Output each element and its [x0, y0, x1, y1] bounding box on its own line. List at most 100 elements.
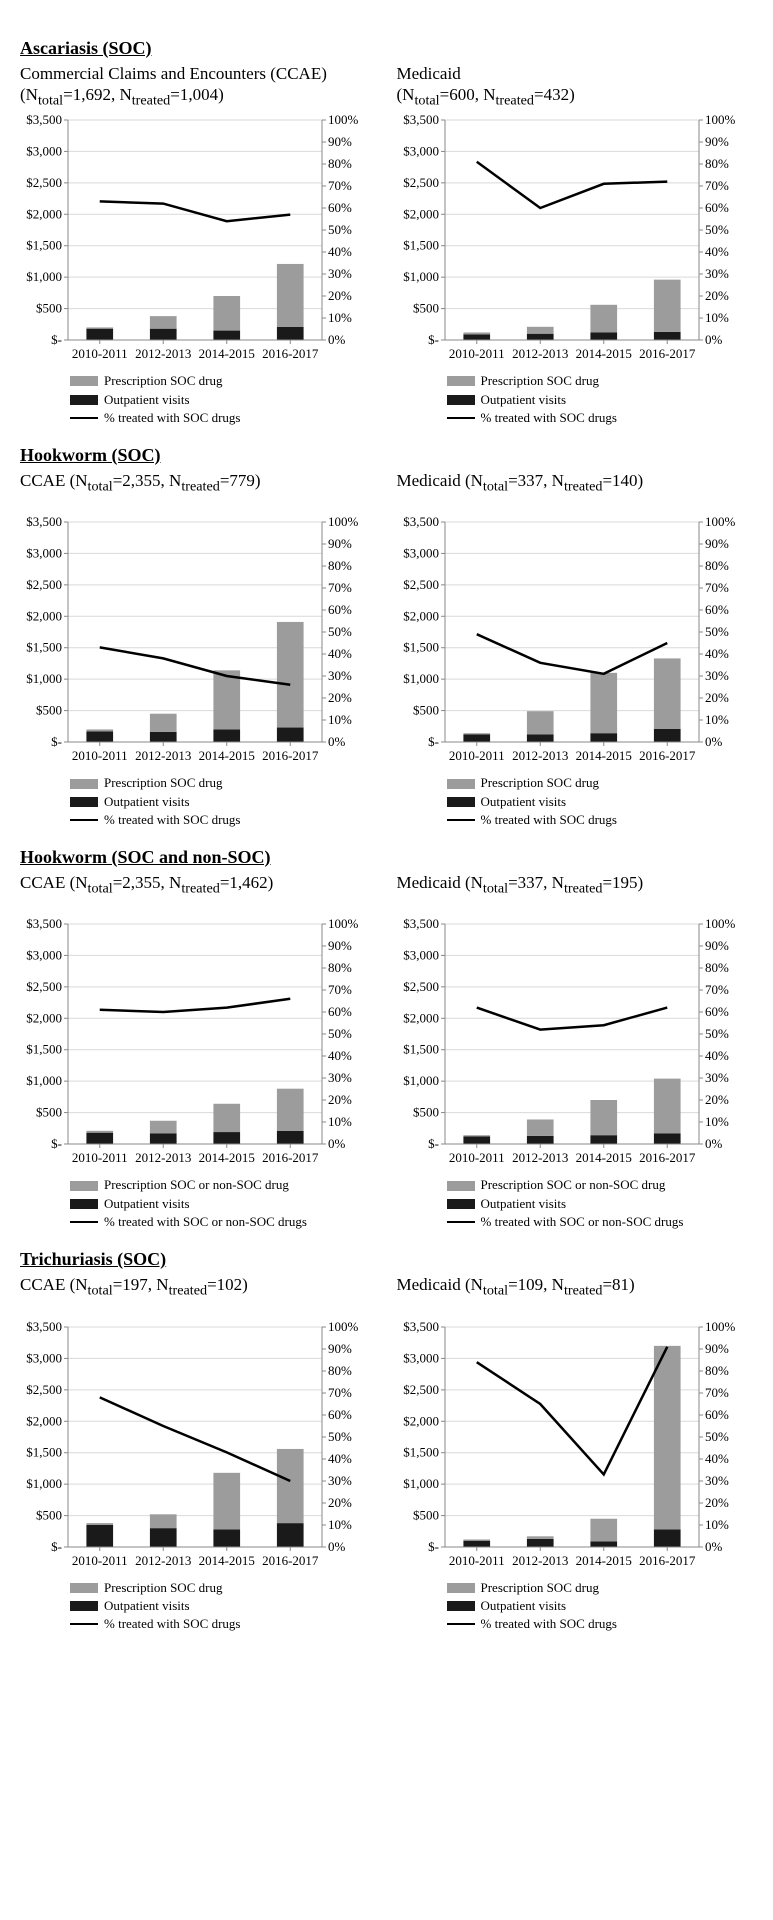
- svg-text:$1,500: $1,500: [403, 1042, 439, 1057]
- svg-text:40%: 40%: [328, 1451, 352, 1466]
- svg-text:100%: 100%: [705, 112, 736, 127]
- svg-text:70%: 70%: [705, 580, 729, 595]
- svg-text:80%: 80%: [705, 960, 729, 975]
- svg-text:40%: 40%: [705, 646, 729, 661]
- bar-outpatient: [213, 331, 240, 340]
- legend-label: Prescription SOC drug: [104, 774, 222, 792]
- svg-text:$1,000: $1,000: [26, 672, 62, 687]
- svg-text:2016-2017: 2016-2017: [639, 1553, 696, 1568]
- svg-text:70%: 70%: [328, 982, 352, 997]
- legend: Prescription SOC drug Outpatient visits …: [70, 1579, 377, 1634]
- svg-text:60%: 60%: [328, 602, 352, 617]
- svg-text:0%: 0%: [705, 734, 723, 749]
- svg-text:$500: $500: [36, 1507, 62, 1522]
- bar-rx: [277, 1448, 304, 1522]
- svg-text:100%: 100%: [705, 514, 736, 529]
- legend-label: Outpatient visits: [104, 391, 190, 409]
- svg-text:90%: 90%: [328, 536, 352, 551]
- bar-outpatient: [150, 329, 177, 340]
- bar-outpatient: [86, 732, 113, 743]
- panel-header: CCAE (Ntotal=197, Ntreated=102): [20, 1274, 377, 1317]
- bar-outpatient: [526, 1538, 553, 1546]
- chart: $-$500$1,000$1,500$2,000$2,500$3,000$3,5…: [397, 1317, 747, 1577]
- svg-text:50%: 50%: [328, 1026, 352, 1041]
- panel: CCAE (Ntotal=2,355, Ntreated=779) $-$500…: [20, 470, 377, 829]
- panel-row: Commercial Claims and Encounters (CCAE)(…: [20, 63, 753, 427]
- svg-text:2014-2015: 2014-2015: [575, 1553, 631, 1568]
- svg-text:$3,500: $3,500: [403, 112, 439, 127]
- svg-text:0%: 0%: [705, 1539, 723, 1554]
- legend: Prescription SOC drug Outpatient visits …: [447, 1579, 754, 1634]
- svg-text:2016-2017: 2016-2017: [262, 1553, 319, 1568]
- svg-text:$2,000: $2,000: [403, 207, 439, 222]
- svg-text:30%: 30%: [328, 266, 352, 281]
- svg-text:10%: 10%: [328, 1517, 352, 1532]
- legend-label: % treated with SOC or non-SOC drugs: [104, 1213, 307, 1231]
- svg-text:$3,000: $3,000: [26, 546, 62, 561]
- svg-text:30%: 30%: [705, 668, 729, 683]
- pct-line: [476, 1346, 667, 1474]
- chart-svg: $-$500$1,000$1,500$2,000$2,500$3,000$3,5…: [20, 914, 370, 1174]
- svg-text:$3,000: $3,000: [26, 1350, 62, 1365]
- bar-outpatient: [463, 1137, 490, 1145]
- svg-text:$1,500: $1,500: [26, 1042, 62, 1057]
- svg-text:100%: 100%: [705, 1319, 736, 1334]
- svg-text:$-: $-: [51, 1539, 62, 1554]
- chart-svg: $-$500$1,000$1,500$2,000$2,500$3,000$3,5…: [397, 914, 747, 1174]
- bar-outpatient: [86, 329, 113, 340]
- bar-outpatient: [213, 730, 240, 743]
- svg-text:$2,500: $2,500: [26, 1381, 62, 1396]
- svg-text:$500: $500: [413, 301, 439, 316]
- pct-line: [100, 999, 291, 1012]
- bar-rx: [653, 1079, 680, 1134]
- legend-label: Outpatient visits: [104, 1597, 190, 1615]
- bar-rx: [526, 1536, 553, 1539]
- svg-text:$1,500: $1,500: [26, 1444, 62, 1459]
- svg-text:40%: 40%: [328, 244, 352, 259]
- chart: $-$500$1,000$1,500$2,000$2,500$3,000$3,5…: [20, 110, 370, 370]
- panel: Medicaid (Ntotal=337, Ntreated=140) $-$5…: [397, 470, 754, 829]
- bar-outpatient: [526, 735, 553, 743]
- svg-text:$2,500: $2,500: [403, 577, 439, 592]
- bar-rx: [277, 1089, 304, 1131]
- pct-line: [100, 1397, 291, 1481]
- svg-text:60%: 60%: [328, 200, 352, 215]
- chart: $-$500$1,000$1,500$2,000$2,500$3,000$3,5…: [20, 1317, 370, 1577]
- chart: $-$500$1,000$1,500$2,000$2,500$3,000$3,5…: [20, 512, 370, 772]
- svg-text:50%: 50%: [705, 1026, 729, 1041]
- bar-outpatient: [463, 335, 490, 341]
- figure-root: Ascariasis (SOC) Commercial Claims and E…: [20, 38, 753, 1633]
- bar-outpatient: [653, 729, 680, 742]
- svg-text:$1,000: $1,000: [403, 672, 439, 687]
- svg-text:2016-2017: 2016-2017: [639, 748, 696, 763]
- bar-rx: [590, 305, 617, 333]
- svg-text:$1,500: $1,500: [403, 238, 439, 253]
- svg-text:2014-2015: 2014-2015: [199, 346, 255, 361]
- svg-text:10%: 10%: [705, 712, 729, 727]
- bar-rx: [150, 1514, 177, 1528]
- svg-text:$-: $-: [428, 1539, 439, 1554]
- svg-text:20%: 20%: [705, 690, 729, 705]
- bar-rx: [590, 1100, 617, 1135]
- svg-text:90%: 90%: [328, 134, 352, 149]
- svg-text:$3,000: $3,000: [403, 144, 439, 159]
- svg-text:30%: 30%: [705, 266, 729, 281]
- svg-text:70%: 70%: [705, 178, 729, 193]
- svg-text:2016-2017: 2016-2017: [639, 346, 696, 361]
- bar-rx: [653, 280, 680, 332]
- svg-text:2012-2013: 2012-2013: [512, 1553, 568, 1568]
- bar-rx: [213, 1104, 240, 1132]
- svg-text:60%: 60%: [328, 1004, 352, 1019]
- bar-outpatient: [653, 332, 680, 340]
- chart-svg: $-$500$1,000$1,500$2,000$2,500$3,000$3,5…: [20, 512, 370, 772]
- svg-text:0%: 0%: [328, 1136, 346, 1151]
- svg-text:$1,000: $1,000: [403, 1074, 439, 1089]
- bar-rx: [150, 316, 177, 329]
- legend-label: % treated with SOC drugs: [481, 1615, 617, 1633]
- svg-text:$2,000: $2,000: [403, 1413, 439, 1428]
- legend-label: % treated with SOC drugs: [481, 811, 617, 829]
- svg-text:2016-2017: 2016-2017: [262, 1150, 319, 1165]
- panel: CCAE (Ntotal=2,355, Ntreated=1,462) $-$5…: [20, 872, 377, 1231]
- legend-label: Outpatient visits: [104, 793, 190, 811]
- bar-rx: [590, 673, 617, 733]
